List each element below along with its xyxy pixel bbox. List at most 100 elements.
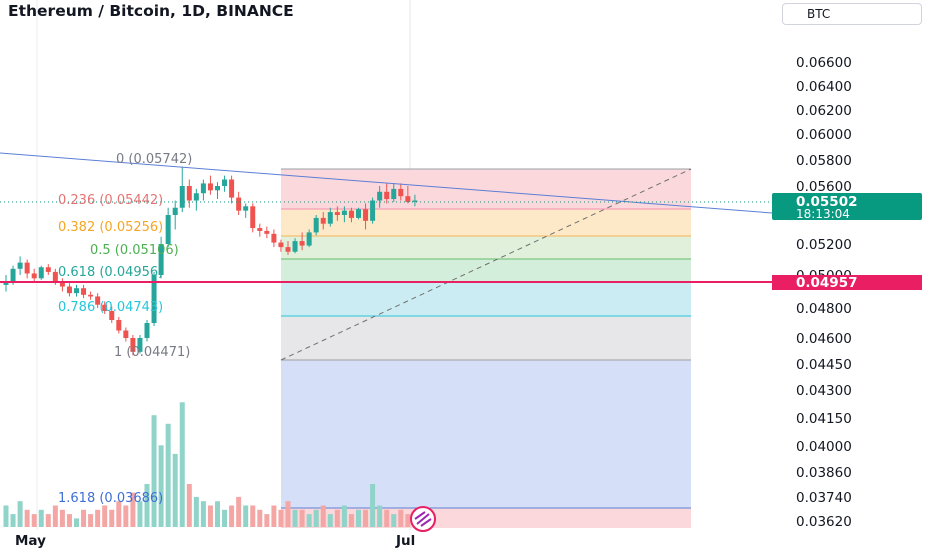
candle [320, 212, 326, 230]
candle-body [363, 209, 369, 221]
candle [144, 320, 150, 342]
fib-label: 0.236 (0.05442) [58, 193, 163, 208]
candle [165, 207, 171, 248]
candle-body [66, 286, 72, 294]
candle [158, 236, 164, 279]
volume-bar [45, 514, 51, 527]
candle-body [243, 206, 249, 211]
candle [348, 207, 354, 223]
candle-body [299, 241, 305, 246]
candle [222, 175, 228, 192]
candle-body [405, 196, 411, 202]
candle [186, 179, 192, 208]
candle [172, 200, 178, 230]
volume-bar [405, 514, 411, 527]
volume-bar [236, 496, 242, 527]
candle [412, 194, 418, 207]
volume-bar [144, 484, 150, 527]
event-icon[interactable] [410, 506, 436, 532]
price-tick-label: 0.05200 [796, 237, 852, 253]
volume-bar [88, 514, 94, 527]
candle-body [306, 232, 312, 246]
candle-body [348, 210, 354, 218]
time-tick-label: May [15, 533, 46, 549]
price-tick-label: 0.04000 [796, 439, 852, 455]
volume-bar [285, 501, 291, 527]
candle [179, 166, 185, 213]
candle [299, 232, 305, 251]
price-tick-label: 0.06600 [796, 55, 852, 71]
volume-bar [81, 509, 87, 527]
candle-body [165, 215, 171, 244]
volume-bar [179, 402, 185, 527]
volume-bar [151, 415, 157, 527]
candle-body [271, 233, 277, 243]
volume-bar [384, 509, 390, 527]
volume-bar [200, 501, 206, 527]
candle [81, 284, 87, 299]
volume-bar [264, 514, 270, 527]
candle [215, 182, 220, 200]
candle [123, 327, 129, 342]
candle-body [31, 273, 37, 279]
candle [3, 275, 9, 292]
time-axis[interactable] [0, 530, 932, 550]
candle [377, 186, 383, 208]
volume-bar [59, 509, 65, 527]
candle-body [102, 304, 108, 311]
price-tick-label: 0.04450 [796, 357, 852, 373]
candle-body [207, 183, 213, 191]
trend-line[interactable] [0, 152, 773, 214]
candle [384, 183, 390, 204]
candle [285, 241, 291, 255]
candle-body [130, 338, 136, 352]
candle-body [257, 228, 263, 231]
fib-zone [281, 259, 691, 282]
price-tick-label: 0.04600 [796, 331, 852, 347]
candle-body [292, 241, 298, 252]
candle-body [200, 183, 206, 194]
candle-body [88, 294, 94, 297]
fib-label: 0.5 (0.05106) [90, 243, 179, 258]
price-tick-label: 0.03860 [796, 465, 852, 481]
candle [88, 291, 94, 300]
candle [151, 271, 157, 326]
volume-bar [348, 514, 354, 527]
volume-bar [172, 453, 178, 527]
candle-body [327, 212, 333, 224]
volume-bar [313, 509, 319, 527]
candle [236, 191, 242, 215]
candle [264, 226, 270, 239]
candle [109, 306, 115, 323]
candle-body [116, 320, 122, 331]
volume-bar [398, 509, 404, 527]
candle-body [285, 247, 291, 252]
candle-body [250, 206, 256, 229]
candle [66, 283, 72, 297]
currency-selector[interactable]: BTC [782, 3, 922, 25]
volume-bar [193, 496, 199, 527]
candle [102, 301, 108, 314]
candle-body [264, 230, 270, 234]
candle [278, 239, 284, 252]
current-price-badge [772, 193, 922, 220]
candle-body [341, 210, 347, 215]
volume-bar [116, 501, 122, 527]
fib-label: 1.618 (0.03686) [58, 491, 163, 506]
volume-bar [222, 509, 228, 527]
volume-bar [186, 484, 192, 527]
candle-body [24, 262, 30, 274]
price-tick-label: 0.04300 [796, 383, 852, 399]
volume-bar [38, 509, 44, 527]
candle-body [334, 212, 340, 215]
fib-zone [281, 236, 691, 259]
candle [271, 229, 277, 248]
volume-bar [207, 505, 213, 527]
candle [95, 293, 101, 308]
fib-zone [281, 360, 691, 508]
fib-zone [281, 316, 691, 360]
marked-price-label: 0.04957 [796, 275, 858, 291]
candle [334, 206, 340, 221]
candle [327, 207, 333, 227]
